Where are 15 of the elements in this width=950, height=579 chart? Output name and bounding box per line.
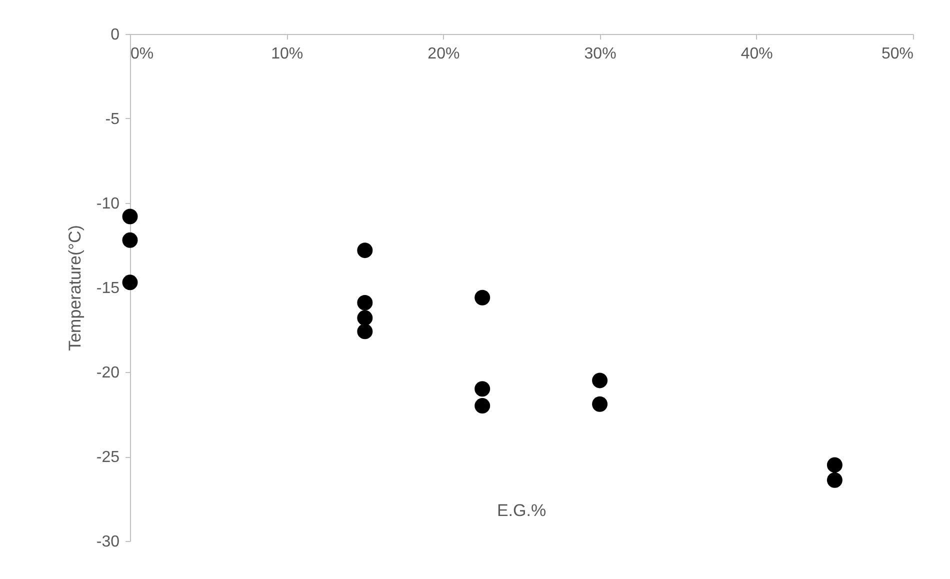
y-tick-label: -15 <box>96 280 120 297</box>
y-tick-label: -25 <box>96 449 120 466</box>
x-tick-label: 10% <box>271 46 304 62</box>
y-tick-label: -20 <box>96 364 120 382</box>
x-tick-label: 40% <box>740 46 773 62</box>
x-tick-label: 20% <box>428 46 460 62</box>
y-tick-label: -5 <box>105 111 120 128</box>
x-tick-label: 50% <box>881 46 914 62</box>
y-tick-label: -30 <box>96 534 120 550</box>
x-tick-label: 30% <box>584 46 616 62</box>
y-tick-label: 0 <box>110 26 120 44</box>
x-axis-title: E.G.% <box>496 501 546 520</box>
y-axis-title: Temperature(°C) <box>65 225 84 351</box>
y-tick-label: -10 <box>96 196 120 212</box>
x-tick-label: 0% <box>130 46 154 62</box>
